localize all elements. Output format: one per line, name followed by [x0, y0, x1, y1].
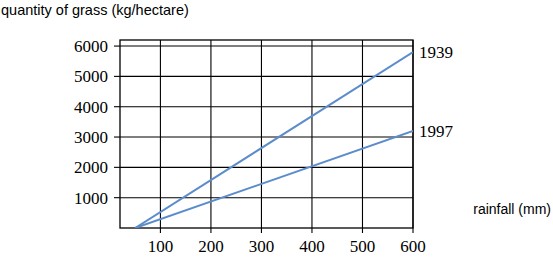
y-grid-line	[120, 76, 413, 77]
x-tick-label: 200	[198, 237, 224, 256]
x-tick	[311, 228, 312, 233]
x-grid-line	[362, 40, 363, 228]
y-tick-label: 6000	[74, 37, 108, 56]
y-tick	[114, 106, 120, 107]
series-line	[135, 131, 413, 228]
y-tick	[114, 136, 120, 137]
y-grid-line	[120, 167, 413, 168]
series-label: 1997	[419, 122, 454, 141]
y-tick-label: 3000	[74, 128, 108, 147]
x-tick	[362, 228, 363, 233]
y-tick	[114, 167, 120, 168]
x-grid-line	[311, 40, 312, 228]
x-tick	[160, 228, 161, 233]
chart-title: quantity of grass (kg/hectare)	[1, 2, 189, 18]
series-line	[135, 52, 413, 228]
y-grid-line	[120, 106, 413, 107]
y-tick-label: 5000	[74, 67, 108, 86]
x-tick-label: 400	[299, 237, 325, 256]
y-grid-line	[120, 197, 413, 198]
y-tick-label: 4000	[74, 98, 108, 117]
x-tick-label: 100	[148, 237, 174, 256]
y-tick-label: 2000	[74, 158, 108, 177]
plot-frame	[120, 40, 413, 228]
y-tick-label: 1000	[74, 189, 108, 208]
x-tick-label: 500	[350, 237, 376, 256]
x-axis-label: rainfall (mm)	[473, 201, 551, 217]
y-grid-line	[120, 46, 413, 47]
x-tick	[210, 228, 211, 233]
x-tick	[412, 228, 413, 233]
x-grid-line	[412, 40, 413, 228]
y-tick	[114, 197, 120, 198]
y-grid-line	[120, 136, 413, 137]
x-grid-line	[261, 40, 262, 228]
series-label: 1939	[419, 43, 453, 62]
x-grid-line	[160, 40, 161, 228]
x-tick	[261, 228, 262, 233]
series-group	[135, 52, 413, 228]
x-tick-label: 300	[249, 237, 275, 256]
chart: 1000 2000 3000 4000 5000 6000 100 200 300 400 500 6…	[0, 0, 553, 261]
x-grid-line	[210, 40, 211, 228]
y-tick	[114, 46, 120, 47]
y-tick	[114, 76, 120, 77]
x-tick-label: 600	[400, 237, 426, 256]
